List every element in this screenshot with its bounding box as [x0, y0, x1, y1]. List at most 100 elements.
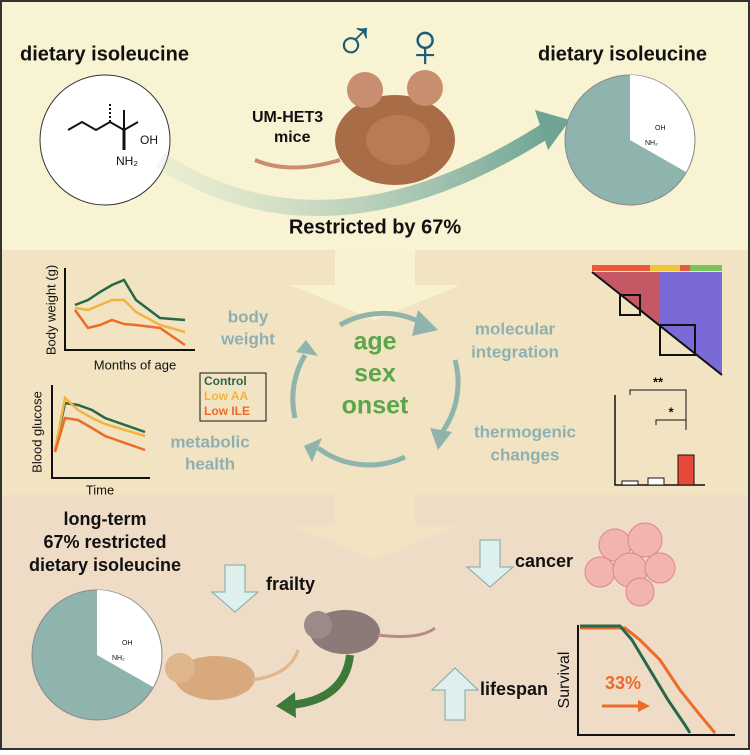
legend-entry: Low AA: [204, 389, 249, 403]
cell: [584, 556, 616, 588]
label: dietary isoleucine: [538, 43, 707, 65]
center-label: onset: [342, 392, 409, 420]
label: dietary isoleucine: [20, 43, 189, 65]
young-mouse-head: [165, 653, 195, 683]
label: health: [185, 454, 235, 473]
line: [74, 278, 186, 322]
female-symbol: ♀: [402, 11, 449, 80]
head: [304, 438, 322, 462]
edge: [591, 271, 723, 376]
axis: [64, 268, 195, 351]
arrowhead: [276, 692, 296, 718]
label: body: [228, 307, 269, 326]
label: metabolic: [170, 432, 249, 451]
bar-chart: ** *: [614, 374, 705, 486]
line: [53, 395, 146, 451]
label: changes: [491, 445, 560, 464]
old-mouse-head: [304, 611, 332, 639]
axis-label: Blood glucose: [29, 391, 44, 473]
line: [580, 624, 692, 734]
head: [412, 310, 438, 336]
arc: [290, 353, 308, 419]
significance: **: [653, 374, 664, 389]
heatmap: [591, 265, 723, 376]
arrow: [155, 121, 555, 216]
cell: [644, 552, 676, 584]
head: [430, 428, 452, 450]
young-mouse: [175, 656, 255, 700]
down-arrow: [290, 495, 460, 560]
label: mice: [274, 129, 311, 146]
cell: [627, 522, 663, 558]
summary: long-term: [64, 509, 147, 529]
survival-chart: Survival 33%: [556, 624, 735, 736]
significance: *: [668, 404, 674, 419]
bracket: [655, 419, 686, 425]
mouse-ear: [407, 70, 443, 106]
pie-slice: [630, 75, 695, 172]
center-label: sex: [354, 360, 396, 388]
label: UM-HET3: [252, 109, 323, 126]
label: frailty: [266, 574, 315, 594]
annotation: 33%: [605, 673, 641, 693]
tumor-cells: [584, 522, 676, 607]
label: molecular: [475, 319, 556, 338]
weight-chart: Body weight (g) Months of age: [43, 265, 195, 372]
line: [580, 626, 717, 734]
male-symbol: ♂: [333, 8, 377, 73]
glucose-chart: Blood glucose Time: [29, 385, 150, 497]
axis-label: Body weight (g): [43, 265, 58, 355]
atom: NH₂: [116, 154, 138, 168]
label: Restricted by 67%: [289, 216, 462, 238]
mouse-tail: [254, 158, 341, 170]
atom: OH: [655, 125, 666, 132]
line: [53, 416, 146, 453]
mouse-tail: [251, 649, 300, 682]
summary: 67% restricted: [43, 532, 166, 552]
cell: [625, 577, 655, 607]
cycle-heads: [296, 310, 452, 462]
arc: [438, 359, 461, 437]
legend-entry: Control: [204, 374, 247, 388]
summary: dietary isoleucine: [29, 555, 181, 575]
arrow: [289, 654, 354, 709]
line: [74, 298, 186, 334]
down-arrow: [290, 250, 460, 320]
label: lifespan: [480, 679, 548, 699]
head: [296, 340, 318, 356]
label: integration: [471, 342, 559, 361]
atom: OH: [140, 133, 158, 147]
axis-label: Survival: [556, 652, 573, 709]
legend-entry: Low ILE: [204, 404, 250, 418]
axis-label: Months of age: [94, 357, 176, 372]
legend-box: [199, 372, 267, 422]
arrow-down: [465, 539, 515, 588]
label: weight: [220, 329, 275, 348]
atom: OH: [122, 640, 133, 647]
block: [619, 294, 641, 316]
mouse-tail: [377, 626, 436, 638]
axis: [51, 385, 150, 479]
mouse-ear: [347, 72, 383, 108]
bar: [690, 265, 722, 271]
center-label: age: [353, 328, 396, 356]
arrow-down: [210, 564, 260, 613]
axis: [577, 625, 735, 736]
arc: [338, 310, 422, 328]
bar: [677, 454, 695, 486]
bar: [650, 265, 680, 271]
arrowhead: [638, 700, 650, 712]
label: cancer: [515, 551, 573, 571]
bar: [621, 480, 639, 486]
bar: [647, 477, 665, 486]
arc: [316, 445, 407, 468]
axis: [614, 395, 705, 486]
bracket: [629, 389, 687, 430]
mouse-head: [366, 115, 430, 165]
block: [659, 324, 696, 356]
axis-label: Time: [86, 482, 114, 497]
line: [73, 309, 186, 347]
